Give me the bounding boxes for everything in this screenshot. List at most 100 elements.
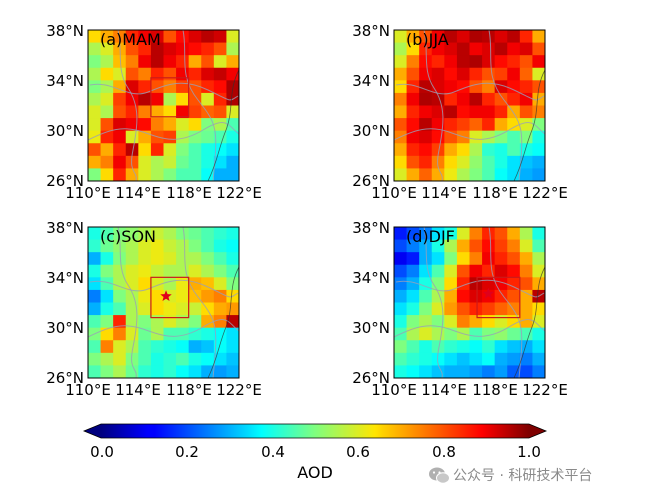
heatmap-cell [444, 118, 458, 132]
colorbar-tick: 0.4 [261, 443, 285, 461]
heatmap-cell [88, 252, 101, 266]
heatmap-cell [88, 80, 101, 94]
heatmap-cell [100, 118, 114, 132]
heatmap-cell [213, 118, 227, 132]
heatmap-cell [213, 277, 227, 291]
heatmap-cell [482, 252, 496, 266]
heatmap-cell [394, 289, 407, 303]
heatmap-cell [394, 277, 407, 291]
heatmap-cell [201, 168, 215, 182]
heatmap-cell [150, 130, 164, 144]
heatmap-cell [419, 67, 433, 81]
heatmap-cell [456, 30, 470, 43]
heatmap-cell [125, 55, 139, 69]
heatmap-cell [394, 340, 407, 354]
panel-title: (a)MAM [100, 30, 161, 49]
heatmap-cell [176, 315, 190, 329]
heatmap-cell [456, 143, 470, 157]
colorbar: 0.0 0.2 0.4 0.6 0.8 1.0 AOD [82, 423, 548, 482]
heatmap-cell [138, 143, 152, 157]
xtick-label: 118°E [166, 184, 212, 202]
heatmap-cell [226, 118, 240, 132]
heatmap-cell [469, 327, 483, 341]
heatmap-cell [138, 302, 152, 316]
heatmap-cell [456, 118, 470, 132]
ytick-label: 34°N [352, 72, 390, 90]
xtick-label: 114°E [115, 184, 161, 202]
heatmap-cell [431, 105, 445, 119]
heatmap-cell [431, 30, 445, 43]
heatmap-cell [469, 352, 483, 366]
heatmap-cell [494, 42, 508, 56]
coastline [207, 69, 240, 182]
heatmap-cell [138, 252, 152, 266]
heatmap-cell [406, 168, 420, 182]
heatmap-cell [163, 168, 177, 182]
heatmap-cell [150, 168, 164, 182]
heatmap-cell [469, 227, 483, 240]
heatmap-cell [519, 42, 533, 56]
heatmap-cell [482, 105, 496, 119]
heatmap-cell [226, 105, 240, 119]
watermark-text: 公众号 · 科研技术平台 [453, 468, 592, 484]
heatmap-cell [456, 315, 470, 329]
heatmap-cell [394, 365, 407, 379]
heatmap-cell [163, 42, 177, 56]
heatmap-cell [138, 168, 152, 182]
heatmap-cell [469, 277, 483, 291]
heatmap-cell [125, 42, 139, 56]
heatmap-cell [532, 327, 546, 341]
river-line [182, 29, 217, 182]
heatmap-cell [507, 277, 521, 291]
heatmap-cell [176, 130, 190, 144]
heatmap-cell [213, 143, 227, 157]
river-line [395, 279, 545, 298]
heatmap-cell [519, 252, 533, 266]
heatmap-cell [444, 277, 458, 291]
heatmap-cell [494, 130, 508, 144]
heatmap-cell [444, 365, 458, 379]
ytick-label: 34°N [46, 269, 84, 287]
heatmap-cell [100, 130, 114, 144]
heatmap-cell [406, 252, 420, 266]
heatmap-cell [482, 239, 496, 253]
heatmap-cell [201, 118, 215, 132]
heatmap-cell [188, 130, 202, 144]
heatmap-cell [226, 42, 240, 56]
heatmap-cell [519, 80, 533, 94]
heatmap-cell [226, 168, 240, 182]
heatmap-cell [431, 239, 445, 253]
heatmap-cell [226, 155, 240, 169]
heatmap-cell [519, 67, 533, 81]
heatmap-cell [201, 155, 215, 169]
ytick-label: 38°N [352, 219, 390, 237]
heatmap-cell [150, 315, 164, 329]
heatmap-cell [100, 92, 114, 106]
river-line [393, 122, 546, 141]
heatmap-cell [532, 42, 546, 56]
river-line [87, 319, 240, 338]
heatmap-cell [406, 42, 420, 56]
heatmap-cell [494, 315, 508, 329]
river-line [89, 82, 239, 101]
heatmap-cell [163, 264, 177, 278]
heatmap-cell [163, 67, 177, 81]
heatmap-cell [188, 92, 202, 106]
heatmap-cell [431, 67, 445, 81]
heatmap-cell [469, 92, 483, 106]
heatmap-cell [482, 143, 496, 157]
heatmap-cell [532, 105, 546, 119]
heatmap-cell [456, 55, 470, 69]
heatmap-cell [201, 92, 215, 106]
heatmap-cell [469, 168, 483, 182]
heatmap-cell [519, 55, 533, 69]
heatmap-cell [469, 252, 483, 266]
heatmap-cell [406, 30, 420, 43]
heatmap-cell [150, 252, 164, 266]
heatmap-cell [394, 252, 407, 266]
heatmap-cell [113, 67, 127, 81]
heatmap-cell [431, 340, 445, 354]
heatmap-cell [482, 227, 496, 240]
heatmap-cell [431, 302, 445, 316]
heatmap-cell [519, 92, 533, 106]
